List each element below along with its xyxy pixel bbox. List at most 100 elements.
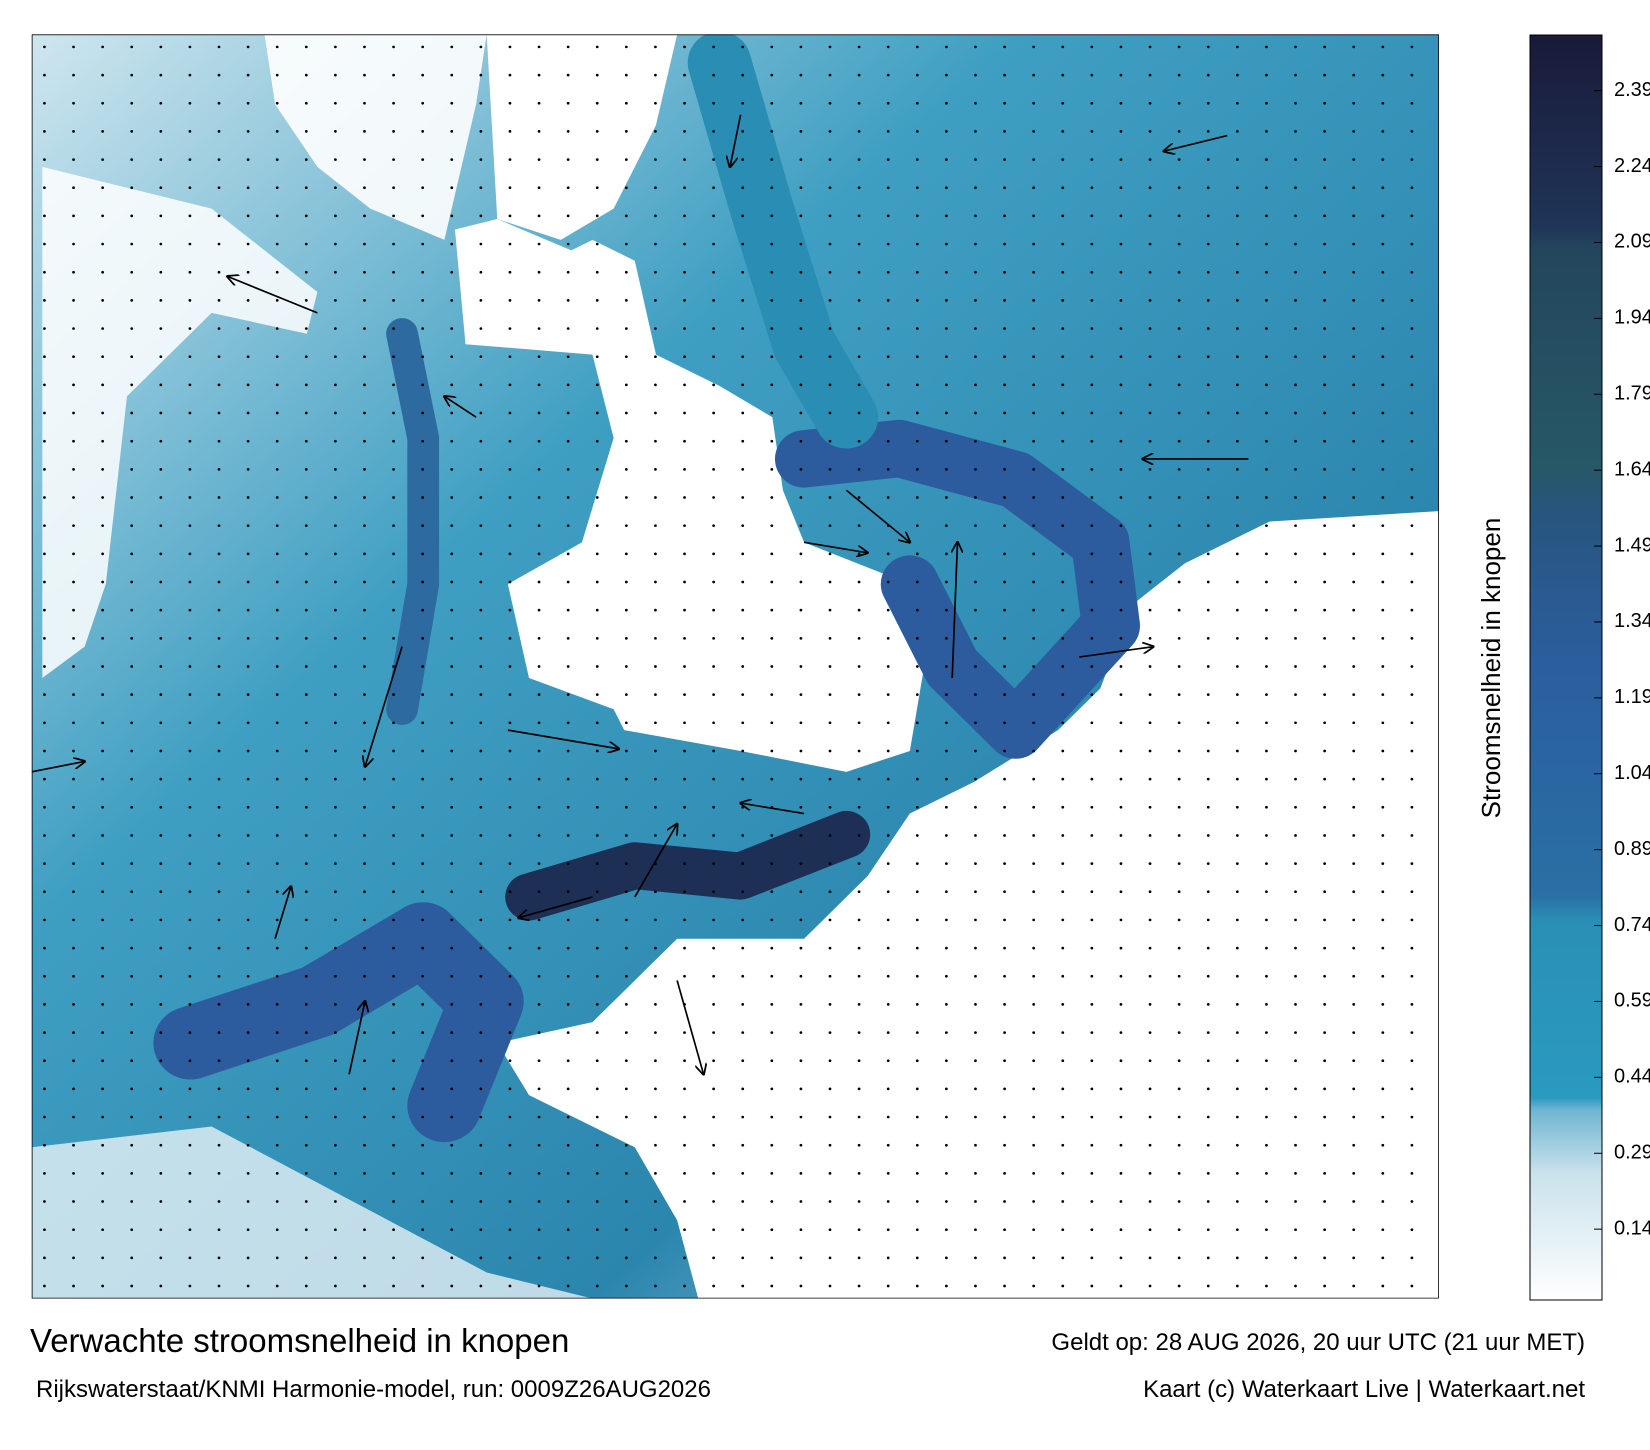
grid-dot <box>72 1172 75 1175</box>
grid-dot <box>334 101 337 105</box>
grid-dot <box>1235 1284 1239 1288</box>
grid-dot <box>304 749 308 753</box>
grid-dot <box>1352 45 1356 49</box>
grid-dot <box>363 918 366 922</box>
grid-dot <box>101 1143 105 1147</box>
grid-dot <box>101 73 105 77</box>
grid-dot <box>392 721 395 725</box>
grid-dot <box>1323 974 1326 978</box>
grid-dot <box>392 73 395 77</box>
grid-dot <box>421 158 425 161</box>
grid-dot <box>566 1003 570 1006</box>
grid-dot <box>566 439 570 443</box>
grid-dot <box>1235 1200 1239 1203</box>
grid-dot <box>537 327 541 330</box>
grid-dot <box>712 665 715 668</box>
grid-dot <box>1119 130 1123 133</box>
grid-dot <box>304 383 308 387</box>
grid-dot <box>334 890 337 894</box>
grid-dot <box>363 1228 366 1232</box>
grid-dot <box>43 834 46 837</box>
grid-dot <box>1410 101 1414 105</box>
grid-dot <box>188 270 192 274</box>
grid-dot <box>1352 355 1356 359</box>
grid-dot <box>334 946 337 950</box>
grid-dot <box>1148 1200 1152 1203</box>
grid-dot <box>974 439 977 443</box>
grid-dot <box>654 749 657 753</box>
grid-dot <box>101 524 105 528</box>
grid-dot <box>799 749 803 753</box>
grid-dot <box>741 467 745 471</box>
grid-dot <box>363 186 366 190</box>
grid-dot <box>945 355 948 359</box>
grid-dot <box>799 1200 803 1203</box>
grid-dot <box>1206 439 1210 443</box>
grid-dot <box>915 45 919 49</box>
grid-dot <box>1061 101 1065 105</box>
grid-dot <box>595 636 599 640</box>
grid-dot <box>1032 580 1036 584</box>
grid-dot <box>130 467 134 471</box>
grid-dot <box>275 749 279 753</box>
grid-dot <box>1323 862 1326 865</box>
grid-dot <box>1090 1143 1094 1147</box>
grid-dot <box>43 552 46 556</box>
grid-dot <box>828 1031 832 1034</box>
grid-dot <box>275 946 279 950</box>
grid-dot <box>1119 214 1123 218</box>
grid-dot <box>479 777 483 781</box>
grid-dot <box>130 524 134 528</box>
grid-dot <box>304 242 308 246</box>
grid-dot <box>275 862 279 865</box>
grid-dot <box>72 101 75 105</box>
grid-dot <box>828 1087 832 1091</box>
grid-dot <box>799 467 803 471</box>
grid-dot <box>857 805 861 809</box>
grid-dot <box>1235 552 1239 556</box>
grid-dot <box>508 552 512 556</box>
grid-dot <box>741 777 745 781</box>
grid-dot <box>1090 45 1094 49</box>
grid-dot <box>246 580 250 584</box>
grid-dot <box>683 608 686 612</box>
colorbar-tick-label: 0.14 <box>1614 1217 1650 1239</box>
grid-dot <box>683 439 686 443</box>
grid-dot <box>1323 439 1326 443</box>
grid-dot <box>392 580 395 584</box>
grid-dot <box>304 1172 308 1175</box>
grid-dot <box>450 805 454 809</box>
grid-dot <box>537 552 541 556</box>
grid-dot <box>712 1228 715 1232</box>
grid-dot <box>1352 580 1356 584</box>
grid-dot <box>334 834 337 837</box>
grid-dot <box>101 214 105 218</box>
grid-dot <box>1265 608 1268 612</box>
grid-dot <box>217 1087 221 1091</box>
grid-dot <box>1265 552 1268 556</box>
grid-dot <box>915 721 919 725</box>
grid-dot <box>828 946 832 950</box>
grid-dot <box>624 721 628 725</box>
grid-dot <box>101 1003 105 1006</box>
grid-dot <box>624 467 628 471</box>
grid-dot <box>828 1256 832 1260</box>
grid-dot <box>1032 636 1036 640</box>
grid-dot <box>159 270 163 274</box>
grid-dot <box>1381 467 1385 471</box>
grid-dot <box>537 411 541 415</box>
grid-dot <box>1265 299 1268 302</box>
grid-dot <box>1410 496 1414 499</box>
grid-dot <box>683 636 686 640</box>
grid-dot <box>624 552 628 556</box>
grid-dot <box>624 270 628 274</box>
grid-dot <box>654 1200 657 1203</box>
grid-dot <box>1323 242 1326 246</box>
grid-dot <box>537 1143 541 1147</box>
grid-dot <box>1206 467 1210 471</box>
grid-dot <box>915 1003 919 1006</box>
grid-dot <box>1235 862 1239 865</box>
grid-dot <box>537 636 541 640</box>
grid-dot <box>1410 1172 1414 1175</box>
grid-dot <box>799 496 803 499</box>
